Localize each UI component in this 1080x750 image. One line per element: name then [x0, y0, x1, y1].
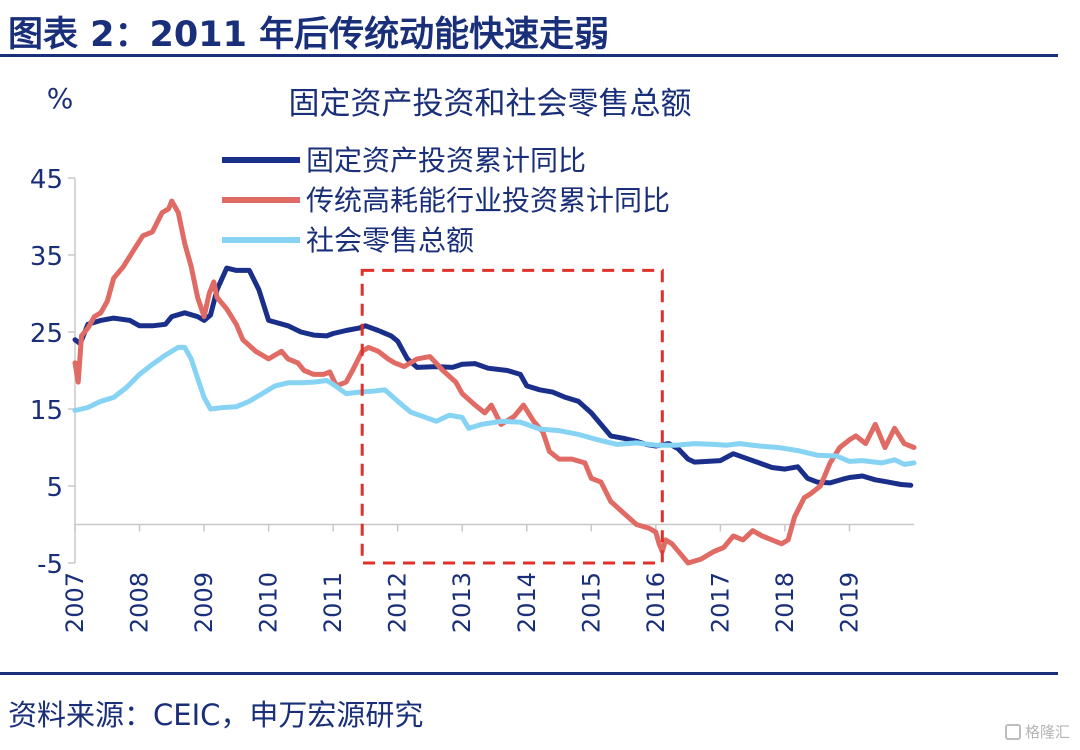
legend-label-1: 传统高耗能行业投资累计同比 — [306, 184, 670, 217]
y-tick-label: 15 — [30, 396, 63, 426]
line-chart: 固定资产投资和社会零售总额 % 固定资产投资累计同比传统高耗能行业投资累计同比社… — [30, 82, 917, 633]
x-tick-label: 2008 — [126, 572, 154, 633]
watermark: 格隆汇 — [1004, 721, 1070, 742]
highlight-box — [360, 268, 664, 565]
x-tick-label: 2012 — [384, 572, 412, 633]
y-axis-ticks: -5 5 15 25 35 45 — [30, 165, 75, 580]
x-tick-label: 2013 — [448, 572, 476, 633]
y-axis-unit: % — [47, 82, 74, 115]
y-tick-label: 45 — [30, 165, 63, 195]
x-tick-label: 2011 — [319, 572, 347, 633]
y-tick-label: 35 — [30, 242, 63, 272]
x-tick-label: 2009 — [190, 572, 218, 633]
x-tick-label: 2017 — [706, 572, 734, 633]
x-tick-label: 2014 — [513, 572, 541, 633]
legend-label-2: 社会零售总额 — [306, 224, 474, 257]
y-tick-label: -5 — [37, 550, 63, 580]
x-tick-label: 2016 — [642, 572, 670, 633]
x-tick-label: 2018 — [771, 572, 799, 633]
source-note: 资料来源：CEIC，申万宏源研究 — [8, 698, 424, 732]
x-tick-label: 2010 — [255, 572, 283, 633]
x-axis-ticks: 2007 2008 2009 2010 2011 2012 2013 2014 2015 2016… — [61, 524, 863, 633]
x-tick-label: 2015 — [577, 572, 605, 633]
series-line-2 — [72, 344, 917, 467]
chart-title: 固定资产投资和社会零售总额 — [289, 86, 692, 122]
figure-title: 图表 2：2011 年后传统动能快速走弱 — [8, 15, 610, 55]
series-layer — [72, 198, 917, 566]
bottom-rule — [0, 672, 1058, 675]
y-tick-label: 25 — [30, 319, 63, 349]
legend-label-0: 固定资产投资累计同比 — [306, 144, 586, 177]
series-line-0 — [72, 265, 914, 488]
top-rule — [0, 54, 1058, 57]
x-tick-label: 2007 — [61, 572, 89, 633]
watermark-text: 格隆汇 — [1024, 723, 1070, 741]
series-line-1 — [72, 198, 917, 566]
x-tick-label: 2019 — [835, 572, 863, 633]
y-tick-label: 5 — [46, 473, 63, 503]
watermark-logo-icon — [1004, 723, 1021, 740]
